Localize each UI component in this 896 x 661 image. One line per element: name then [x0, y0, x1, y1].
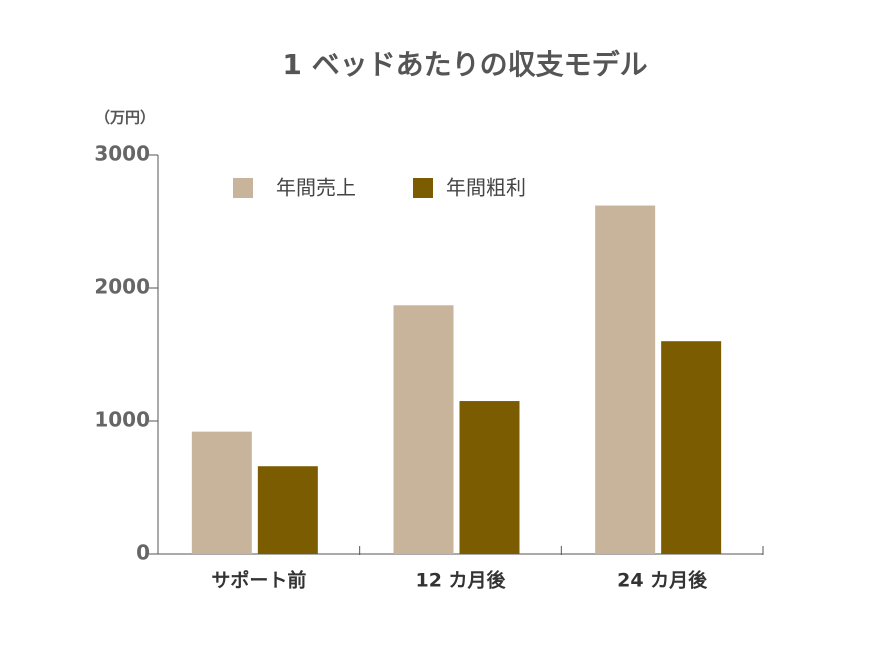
- y-tick-label: 1000: [94, 408, 150, 432]
- bar: [595, 205, 656, 555]
- legend-swatch: [233, 178, 253, 198]
- bar: [459, 401, 520, 554]
- bar: [393, 305, 454, 554]
- bar: [661, 341, 722, 554]
- legend-label: 年間売上: [276, 176, 356, 200]
- legend-label: 年間粗利: [446, 176, 526, 200]
- bar: [257, 466, 318, 554]
- chart-title: 1 ベッドあたりの収支モデル: [282, 48, 647, 81]
- bar: [191, 431, 252, 554]
- x-tick-label: サポート前: [211, 569, 306, 592]
- y-tick-label: 2000: [94, 275, 150, 299]
- legend-swatch: [413, 178, 433, 198]
- x-tick-label: 24 カ月後: [617, 569, 708, 592]
- y-axis-unit: （万円）: [95, 109, 155, 127]
- y-tick-label: 0: [136, 541, 150, 565]
- x-tick-label: 12 カ月後: [415, 569, 506, 592]
- y-tick-label: 3000: [94, 142, 150, 166]
